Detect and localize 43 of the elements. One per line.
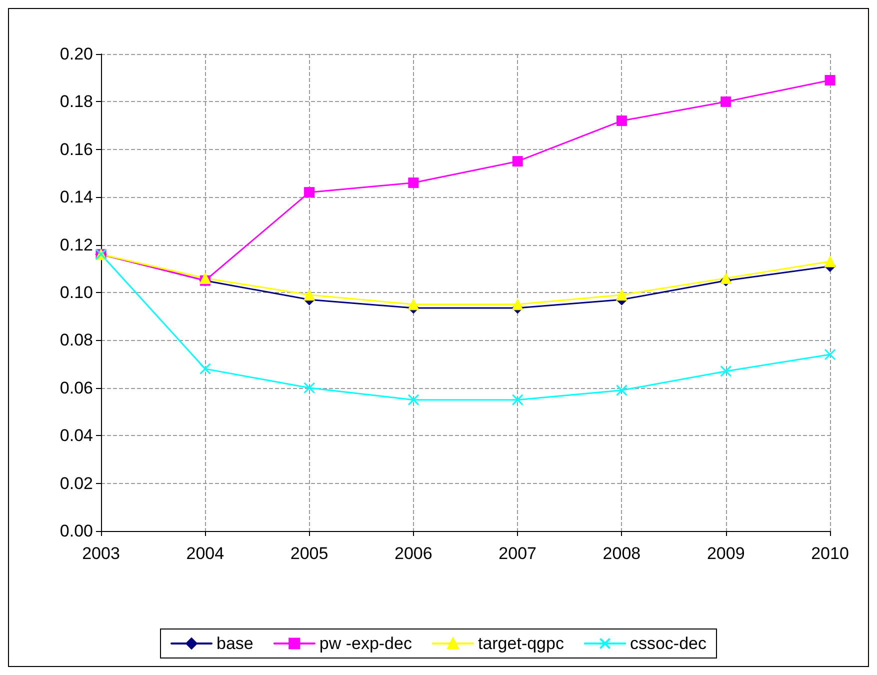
y-tick-label: 0.20 <box>60 44 93 64</box>
point <box>304 382 316 394</box>
point <box>720 272 732 284</box>
point <box>720 96 732 107</box>
y-tick-label: 0.16 <box>60 140 93 159</box>
point <box>199 363 211 375</box>
point <box>512 394 524 406</box>
legend-label: pw -exp-dec <box>319 634 412 653</box>
point <box>616 384 628 396</box>
legend-label: base <box>216 634 254 653</box>
point <box>512 156 523 167</box>
x-tick-label: 2008 <box>602 544 641 563</box>
point <box>824 74 836 86</box>
point <box>408 178 419 188</box>
y-tick-label: 0.04 <box>60 426 93 446</box>
x-tick-label: 2007 <box>498 544 536 563</box>
point <box>512 298 524 310</box>
legend-label: cssoc-dec <box>630 634 707 653</box>
point <box>408 394 420 406</box>
point <box>720 365 732 377</box>
x-tick-label: 2003 <box>82 544 120 563</box>
y-tick-label: 0.00 <box>60 522 93 540</box>
point <box>304 289 316 301</box>
y-tick-label: 0.12 <box>60 235 93 254</box>
y-tick-label: 0.14 <box>60 188 93 207</box>
point <box>304 187 315 198</box>
x-tick-label: 2009 <box>706 544 745 563</box>
y-tick-label: 0.06 <box>60 378 93 398</box>
y-tick-label: 0.02 <box>60 474 93 493</box>
x-tick-label: 2006 <box>394 544 432 563</box>
y-tick-label: 0.08 <box>60 330 93 350</box>
point <box>616 289 628 301</box>
point <box>824 256 836 268</box>
y-tick-label: 0.10 <box>60 283 93 302</box>
y-tick-label: 0.18 <box>60 92 93 112</box>
x-tick-label: 2005 <box>290 544 328 563</box>
x-tick-label: 2010 <box>811 544 849 563</box>
x-tick-label: 2004 <box>186 544 224 563</box>
point <box>616 116 627 126</box>
point <box>824 348 836 360</box>
point <box>199 272 211 284</box>
point <box>408 298 420 310</box>
legend-label: target-qgpc <box>478 634 564 653</box>
